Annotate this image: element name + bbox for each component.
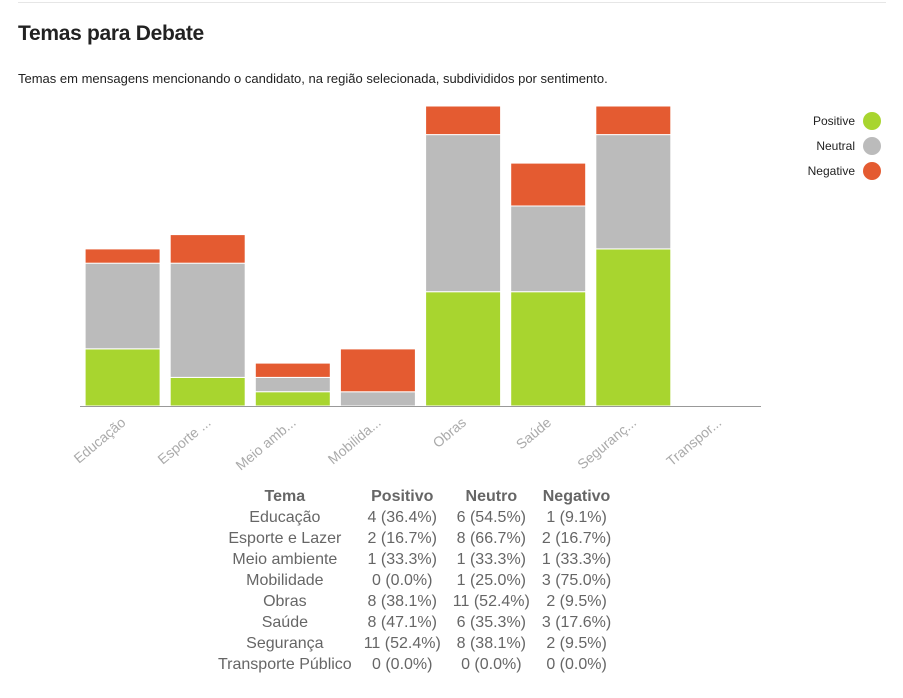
table-cell-tema: Meio ambiente xyxy=(232,551,338,568)
table-header-positivo: Positivo xyxy=(371,488,434,505)
table-cell-negativo: 1 (33.3%) xyxy=(541,551,612,568)
bar-segment-positive[interactable] xyxy=(169,376,246,407)
bar-segment-positive[interactable] xyxy=(425,291,502,407)
table-cell-negativo: 3 (17.6%) xyxy=(541,614,612,631)
table-cell-neutro: 1 (25.0%) xyxy=(456,572,526,589)
x-tick-label: Seguranç... xyxy=(574,414,639,472)
top-divider xyxy=(18,2,886,3)
table-row: Mobilidade 0 (0.0%) 1 (25.0%) 3 (75.0%) xyxy=(212,570,617,591)
table-cell-neutro: 11 (52.4%) xyxy=(452,593,530,610)
table-row: Segurança 11 (52.4%) 8 (38.1%) 2 (9.5%) xyxy=(212,633,617,654)
table-row: Transporte Público 0 (0.0%) 0 (0.0%) 0 (… xyxy=(212,654,617,675)
bar-segment-negative[interactable] xyxy=(169,234,246,264)
bar-segment-neutral[interactable] xyxy=(425,134,502,293)
table-cell-tema: Obras xyxy=(263,593,307,610)
legend-label-negative: Negative xyxy=(807,163,855,178)
table-cell-neutro: 6 (54.5%) xyxy=(456,509,526,526)
table-cell-positivo: 8 (47.1%) xyxy=(367,614,437,631)
table-cell-tema: Mobilidade xyxy=(246,572,324,589)
table-cell-positivo: 2 (16.7%) xyxy=(367,530,437,547)
x-tick-label: Obras xyxy=(430,414,469,451)
legend-item-neutral[interactable]: Neutral xyxy=(721,133,881,158)
bar-segment-neutral[interactable] xyxy=(169,262,246,378)
table-cell-tema: Segurança xyxy=(246,635,324,652)
table-cell-positivo: 4 (36.4%) xyxy=(367,509,437,526)
table-header-tema: Tema xyxy=(264,488,306,505)
table-cell-neutro: 6 (35.3%) xyxy=(456,614,526,631)
bar-segment-positive[interactable] xyxy=(84,348,161,407)
table-cell-neutro: 0 (0.0%) xyxy=(461,656,522,673)
bar-segment-negative[interactable] xyxy=(425,105,502,136)
table-cell-tema: Saúde xyxy=(261,614,308,631)
x-tick-label: Mobilida... xyxy=(325,414,384,467)
table-row: Obras 8 (38.1%) 11 (52.4%) 2 (9.5%) xyxy=(212,591,617,612)
page-title: Temas para Debate xyxy=(18,22,204,45)
table-header-neutro: Neutro xyxy=(465,488,518,505)
table-cell-tema: Educação xyxy=(249,509,321,526)
table-cell-negativo: 1 (9.1%) xyxy=(546,509,607,526)
table-cell-positivo: 8 (38.1%) xyxy=(367,593,437,610)
bar-segment-neutral[interactable] xyxy=(339,391,416,407)
bar-segment-positive[interactable] xyxy=(510,291,587,407)
table-cell-negativo: 2 (16.7%) xyxy=(541,530,612,547)
table-cell-tema: Esporte e Lazer xyxy=(228,530,342,547)
bar-segment-neutral[interactable] xyxy=(254,376,331,393)
chart-legend: Positive Neutral Negative xyxy=(721,108,881,183)
table-cell-positivo: 0 (0.0%) xyxy=(372,572,433,589)
x-tick-label: Transpor... xyxy=(663,414,724,469)
table-cell-negativo: 2 (9.5%) xyxy=(546,593,607,610)
table-cell-neutro: 8 (66.7%) xyxy=(456,530,526,547)
table-cell-negativo: 2 (9.5%) xyxy=(546,635,607,652)
table-row: Esporte e Lazer 2 (16.7%) 8 (66.7%) 2 (1… xyxy=(212,528,617,549)
bar-segment-negative[interactable] xyxy=(339,348,416,393)
table-row: Educação 4 (36.4%) 6 (54.5%) 1 (9.1%) xyxy=(212,507,617,528)
table-header-negativo: Negativo xyxy=(542,488,611,505)
legend-item-negative[interactable]: Negative xyxy=(721,158,881,183)
legend-label-neutral: Neutral xyxy=(816,138,855,153)
bar-segment-positive[interactable] xyxy=(254,391,331,407)
bar-segment-negative[interactable] xyxy=(595,105,672,136)
table-cell-neutro: 8 (38.1%) xyxy=(456,635,526,652)
table-cell-negativo: 0 (0.0%) xyxy=(546,656,607,673)
legend-label-positive: Positive xyxy=(812,113,855,128)
bar-segment-negative[interactable] xyxy=(254,362,331,378)
stacked-bar-chart: Educação Esporte ... Meio amb... Mobilida..… xyxy=(71,105,761,473)
x-tick-label: Meio amb... xyxy=(232,414,298,473)
table-cell-negativo: 3 (75.0%) xyxy=(541,572,612,589)
bar-segment-negative[interactable] xyxy=(84,248,161,264)
summary-table: Tema Positivo Neutro Negativo Educação 4… xyxy=(212,486,617,675)
bar-segment-positive[interactable] xyxy=(595,248,672,407)
table-row: Meio ambiente 1 (33.3%) 1 (33.3%) 1 (33.… xyxy=(212,549,617,570)
bar-segment-negative[interactable] xyxy=(510,162,587,207)
table-row: Saúde 8 (47.1%) 6 (35.3%) 3 (17.6%) xyxy=(212,612,617,633)
bar-segment-neutral[interactable] xyxy=(595,134,672,250)
table-cell-positivo: 1 (33.3%) xyxy=(367,551,437,568)
table-cell-positivo: 11 (52.4%) xyxy=(363,635,441,652)
table-header-row: Tema Positivo Neutro Negativo xyxy=(212,486,617,507)
legend-swatch-positive xyxy=(863,111,881,130)
page-subtitle: Temas em mensagens mencionando o candida… xyxy=(18,71,608,86)
bar-segment-neutral[interactable] xyxy=(510,205,587,293)
legend-item-positive[interactable]: Positive xyxy=(721,108,881,133)
bar-segment-neutral[interactable] xyxy=(84,262,161,350)
table-cell-positivo: 0 (0.0%) xyxy=(372,656,433,673)
x-tick-label: Esporte ... xyxy=(154,414,213,467)
table-cell-tema: Transporte Público xyxy=(218,656,352,673)
x-tick-label: Saúde xyxy=(513,414,554,452)
legend-swatch-neutral xyxy=(863,136,881,155)
legend-swatch-negative xyxy=(863,161,881,180)
x-tick-label: Educação xyxy=(71,414,129,466)
table-cell-neutro: 1 (33.3%) xyxy=(456,551,526,568)
